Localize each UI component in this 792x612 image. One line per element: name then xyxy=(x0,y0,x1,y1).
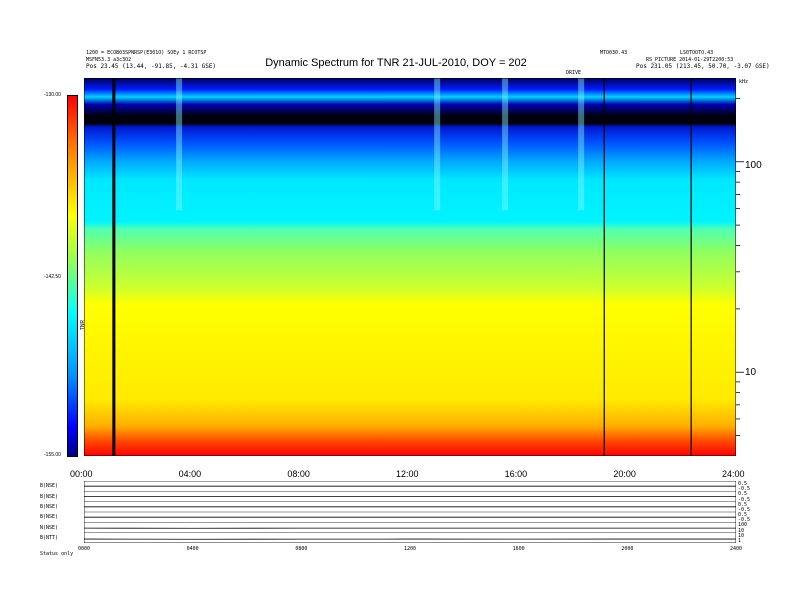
header-right-line3: RS_PICTURE 2014-01-29T2200:53 xyxy=(646,57,734,63)
y-tick-label-10: 10 xyxy=(745,367,757,378)
colorbar xyxy=(67,95,78,457)
radio-burst xyxy=(176,78,183,211)
bottom-panel-stack xyxy=(84,481,736,543)
panel-right-label: 0.5 xyxy=(738,481,748,487)
x-tick-label: 16:00 xyxy=(504,469,528,479)
panel-right-label: -0.5 xyxy=(738,517,751,524)
colorbar-bottom-label: -155.00 xyxy=(44,452,61,458)
radio-burst xyxy=(434,78,441,211)
panel-right-label: -0.5 xyxy=(738,496,751,503)
footer-status-label: Status only xyxy=(40,551,74,557)
bottom-x-tick-label: 2400 xyxy=(730,546,743,552)
colorbar-top-label: -130.00 xyxy=(44,92,61,98)
header-right-line2: LS0TOOTO.43 xyxy=(680,50,714,56)
colorbar-mid-label: -142.50 xyxy=(44,274,61,280)
x-tick-label: 04:00 xyxy=(178,469,202,479)
y-tick-label-100: 100 xyxy=(745,160,762,171)
panel-series-label: B(NSE) xyxy=(40,483,59,490)
panel-right-label: 100 xyxy=(738,522,748,529)
y-axis xyxy=(736,97,744,437)
panel-right-label: 10 xyxy=(738,527,745,534)
burst-features xyxy=(176,78,585,211)
radio-burst xyxy=(502,78,509,211)
radio-burst xyxy=(578,78,585,211)
x-tick-label: 00:00 xyxy=(70,469,93,479)
panel-series-label: B(NTT) xyxy=(40,534,59,541)
bottom-x-tick-label: 0800 xyxy=(295,546,308,552)
panel-right-label: 0.5 xyxy=(738,512,748,518)
y-unit-label: kHz xyxy=(739,79,749,85)
header-left-line1: 1200 = ECOB03SPNRSP(E301O) SOEy 1 RCOTSP xyxy=(86,50,207,56)
panel-series-label: B(NSE) xyxy=(40,503,59,510)
header-right-line1: MTO030.43 xyxy=(600,50,628,56)
panel-right-label: 1 xyxy=(738,537,742,544)
panel-right-label: -0.5 xyxy=(738,486,751,493)
header-left-line3: Pos 23.45 (13.44, -91.85, -4.31 GSE) xyxy=(86,63,217,70)
panel-series-label: B(NSE) xyxy=(40,514,59,521)
x-tick-label: 08:00 xyxy=(287,469,310,479)
panel-series-label: N(NSE) xyxy=(40,524,59,531)
bottom-x-tick-label: 0400 xyxy=(186,546,199,552)
panel-right-label: 0.5 xyxy=(738,501,748,508)
x-tick-label: 12:00 xyxy=(396,469,419,479)
bottom-x-tick-label: 0000 xyxy=(78,546,91,552)
bottom-x-tick-label: 2000 xyxy=(621,546,634,552)
bottom-x-tick-label: 1600 xyxy=(512,546,525,552)
header-right-line4: Pos 231.05 (213.45, 50.70, -3.07 GSE) xyxy=(636,63,770,70)
panel-right-label: -0.5 xyxy=(738,506,751,513)
panel-right-label: 0.5 xyxy=(738,491,748,498)
data-gaps xyxy=(112,78,692,456)
chart-title: Dynamic Spectrum for TNR 21-JUL-2010, DO… xyxy=(265,57,527,69)
bottom-x-tick-label: 1200 xyxy=(404,546,417,552)
header-left-line2: MSFN53.3 a3c3O2 xyxy=(86,57,132,63)
event-tag: DRIVE xyxy=(566,70,582,76)
panel-series-label: B(NSE) xyxy=(40,493,59,500)
panel-right-label: 10 xyxy=(738,532,745,539)
x-tick-label: 20:00 xyxy=(613,469,636,479)
spectrogram xyxy=(84,78,736,456)
x-tick-label: 24:00 xyxy=(722,469,745,479)
